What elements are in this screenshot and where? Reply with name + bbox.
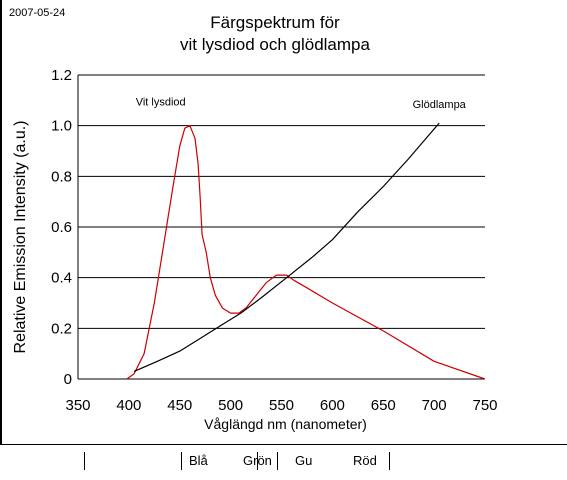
x-tick-label: 700 [422,397,447,414]
y-tick-label: 0.2 [51,320,72,337]
band-separator [181,452,182,470]
chart-title-line1: Färgspektrum för [210,13,340,32]
y-tick-label: 1.2 [51,67,72,84]
x-tick-label: 550 [269,397,294,414]
chart-title-line2: vit lysdiod och glödlampa [180,35,370,54]
y-tick-label: 1.0 [51,118,72,135]
color-band-bar [0,450,567,472]
band-label: Röd [353,453,377,468]
y-tick-label: 0.6 [51,219,72,236]
band-label: Grön [243,453,272,468]
y-tick-label: 0.4 [51,270,72,287]
series-line-glodlampa [133,122,440,372]
y-tick-label: 0 [64,371,72,388]
band-separator [389,452,390,470]
frame-bottom-border [0,444,567,445]
x-tick-label: 650 [371,397,396,414]
x-tick-label: 600 [320,397,345,414]
band-separator [84,452,85,470]
x-axis-label: Våglängd nm (nanometer) [204,416,367,432]
series-annotation: Glödlampa [413,99,467,111]
date-label: 2007-05-24 [9,7,66,19]
y-axis-label: Relative Emission Intensity (a.u.) [12,121,29,354]
series-line-vit-lysdiod [126,125,486,380]
spectrum-chart: 0 0.2 0.4 0.6 0.8 1.0 1.2 350 400 450 500 550 600 650… [12,67,498,432]
chart-title: Färgspektrum för vit lysdiod och glödlam… [120,12,430,56]
x-tick-label: 450 [167,397,192,414]
x-tick-label: 400 [116,397,141,414]
frame-left-border [0,0,2,445]
x-tick-label: 750 [472,397,497,414]
band-separator [277,452,278,470]
x-tick-label: 500 [218,397,243,414]
band-separator [257,452,258,470]
series-annotation: Vit lysdiod [136,96,186,108]
y-tick-label: 0.8 [51,168,72,185]
band-label: Blå [189,453,208,468]
band-label: Gu [295,453,313,468]
x-tick-label: 350 [65,397,90,414]
